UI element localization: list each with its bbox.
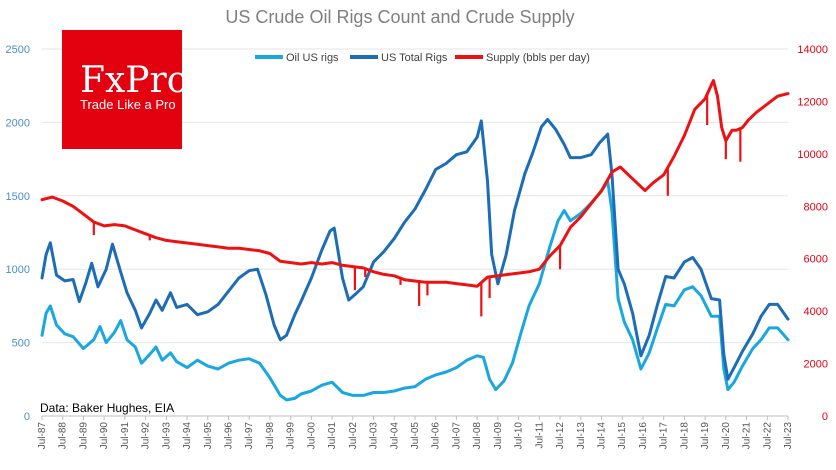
x-tick-label: Jul-19 xyxy=(700,422,711,450)
x-tick-label: Jul-92 xyxy=(141,422,152,450)
x-tick-label: Jul-02 xyxy=(348,422,359,450)
legend-item-total-rigs: US Total Rigs xyxy=(350,52,448,64)
legend-item-oil-rigs: Oil US rigs xyxy=(255,52,339,64)
series-supply-line xyxy=(40,79,790,288)
y-right-tick-label: 8000 xyxy=(804,201,828,213)
x-tick-label: Jul-97 xyxy=(244,422,255,450)
fxpro-logo: FxPro Trade Like a Pro xyxy=(62,30,188,149)
x-tick-label: Jul-10 xyxy=(514,422,525,450)
logo-subtitle: Trade Like a Pro xyxy=(80,97,176,112)
y-left-tick-label: 500 xyxy=(12,338,30,350)
y-right-tick-label: 12000 xyxy=(797,96,828,108)
x-tick-label: Jul-95 xyxy=(203,422,214,450)
y-left-tick-label: 0 xyxy=(24,411,30,423)
x-tick-label: Jul-11 xyxy=(534,422,545,449)
x-tick-label: Jul-04 xyxy=(389,422,400,450)
x-tick-label: Jul-98 xyxy=(265,422,276,450)
x-tick-label: Jul-14 xyxy=(597,422,608,450)
series-layer xyxy=(40,79,790,402)
x-tick-label: Jul-05 xyxy=(410,422,421,450)
source-note: Data: Baker Hughes, EIA xyxy=(40,401,174,415)
y-right-tick-label: 0 xyxy=(822,411,828,423)
logo-title: FxPro xyxy=(80,60,188,101)
y-right-tick-label: 6000 xyxy=(804,254,828,266)
x-tick-label: Jul-88 xyxy=(58,422,69,450)
legend-item-supply: Supply (bbls per day) xyxy=(455,52,590,64)
x-tick-label: Jul-12 xyxy=(555,422,566,450)
x-tick-label: Jul-21 xyxy=(742,422,753,450)
x-tick-label: Jul-90 xyxy=(99,422,110,450)
x-tick-label: Jul-03 xyxy=(369,422,380,450)
series-us-total-rigs-line xyxy=(40,118,790,381)
legend: Oil US rigs US Total Rigs Supply (bbls p… xyxy=(255,52,590,64)
x-tick-label: Jul-91 xyxy=(120,422,131,450)
legend-label-oil-rigs: Oil US rigs xyxy=(286,52,339,64)
x-tick-label: Jul-89 xyxy=(78,422,89,450)
x-tick-label: Jul-06 xyxy=(431,422,442,450)
x-tick-label: Jul-09 xyxy=(493,422,504,450)
y-right-tick-label: 4000 xyxy=(804,306,828,318)
series-oil-us-rigs-line xyxy=(40,179,790,402)
x-axis: Jul-87 Jul-88 Jul-89 Jul-90 Jul-91 Jul-92 Jul-… xyxy=(37,415,794,450)
x-tick-label: Jul-15 xyxy=(617,422,628,450)
x-tick-label: Jul-87 xyxy=(37,422,48,450)
x-tick-label: Jul-23 xyxy=(783,422,794,450)
x-tick-label: Jul-16 xyxy=(638,422,649,450)
y-left-tick-label: 1500 xyxy=(6,191,30,203)
right-axis: 0 2000 4000 6000 8000 10000 12000 14000 xyxy=(797,44,828,423)
y-right-tick-label: 10000 xyxy=(797,149,828,161)
x-tick-label: Jul-07 xyxy=(451,422,462,450)
legend-label-total-rigs: US Total Rigs xyxy=(381,52,448,64)
x-tick-label: Jul-01 xyxy=(327,422,338,450)
x-tick-label: Jul-93 xyxy=(161,422,172,450)
x-tick-label: Jul-18 xyxy=(679,422,690,450)
chart-title: US Crude Oil Rigs Count and Crude Supply xyxy=(225,7,574,27)
y-right-tick-label: 14000 xyxy=(797,44,828,56)
x-tick-label: Jul-00 xyxy=(306,422,317,450)
legend-label-supply: Supply (bbls per day) xyxy=(486,52,590,64)
x-tick-label: Jul-08 xyxy=(472,422,483,450)
logo-background xyxy=(62,30,182,149)
left-axis: 0 500 1000 1500 2000 2500 xyxy=(6,44,30,423)
x-tick-label: Jul-94 xyxy=(182,422,193,450)
x-tick-label: Jul-20 xyxy=(721,422,732,450)
y-right-tick-label: 2000 xyxy=(804,359,828,371)
x-tick-label: Jul-22 xyxy=(762,422,773,450)
y-left-tick-label: 1000 xyxy=(6,264,30,276)
x-tick-label: Jul-99 xyxy=(286,422,297,450)
x-tick-label: Jul-13 xyxy=(576,422,587,450)
y-left-tick-label: 2500 xyxy=(6,44,30,56)
x-tick-label: Jul-17 xyxy=(659,422,670,450)
x-tick-label: Jul-96 xyxy=(224,422,235,450)
y-left-tick-label: 2000 xyxy=(6,117,30,129)
